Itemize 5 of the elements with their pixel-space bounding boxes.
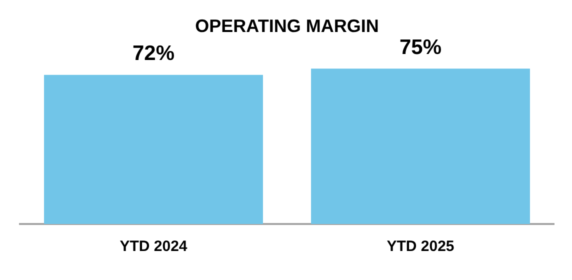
data-label: 72% <box>132 42 175 66</box>
data-label: 75% <box>399 36 442 59</box>
x-tick-label: YTD 2024 <box>120 238 188 256</box>
chart-title: OPERATING MARGIN <box>195 16 379 36</box>
x-tick-label: YTD 2025 <box>386 238 454 256</box>
